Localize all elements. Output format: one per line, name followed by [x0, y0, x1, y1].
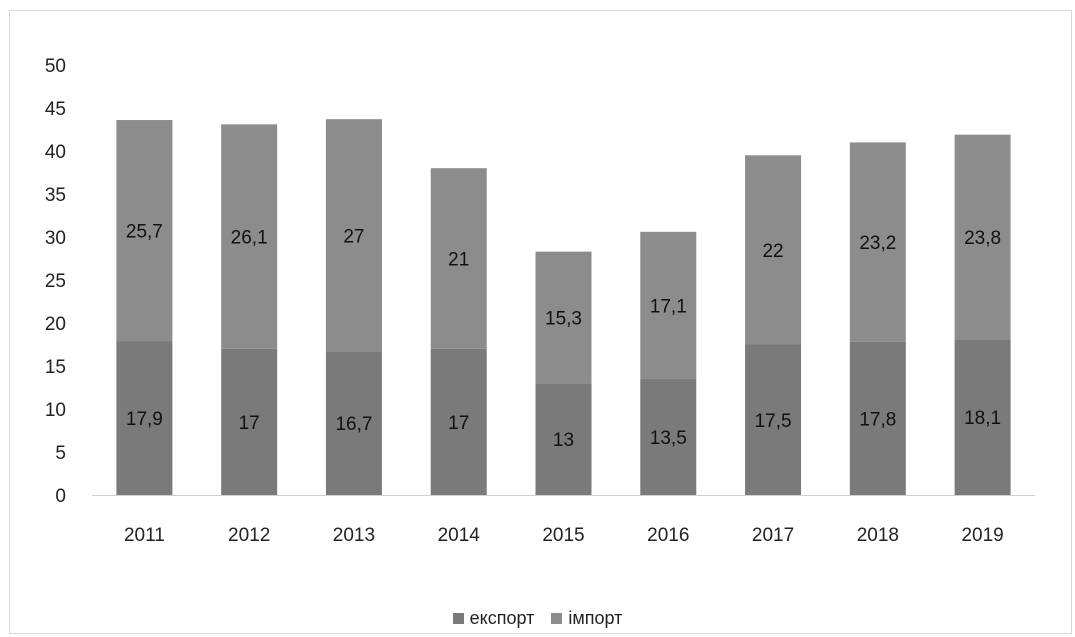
- bar-import: [745, 155, 802, 345]
- y-tick-label: 0: [55, 486, 66, 507]
- bar-import: [325, 119, 382, 352]
- bar-export: [325, 351, 382, 495]
- data-label-import: 27: [343, 226, 364, 247]
- bar-import: [535, 251, 592, 384]
- x-tick-label: 2019: [961, 525, 1003, 546]
- x-tick-label: 2011: [124, 525, 165, 546]
- data-label-export: 17: [239, 413, 260, 434]
- y-tick-label: 35: [45, 185, 66, 206]
- y-tick-label: 40: [45, 142, 66, 163]
- data-label-import: 25,7: [126, 222, 163, 243]
- legend-swatch-import: [551, 613, 563, 624]
- x-tick-label: 2016: [647, 525, 689, 546]
- data-label-export: 17: [448, 413, 469, 434]
- bar-export: [535, 383, 592, 495]
- x-tick-label: 2014: [438, 525, 481, 546]
- data-label-export: 17,9: [126, 409, 163, 430]
- x-tick-label: 2017: [752, 525, 794, 546]
- bar-import: [221, 124, 278, 349]
- data-label-export: 13: [553, 430, 574, 451]
- bar-import: [430, 168, 487, 349]
- y-tick-label: 30: [45, 228, 66, 249]
- bar-export: [430, 348, 487, 495]
- bar-export: [116, 341, 173, 495]
- data-label-export: 13,5: [650, 428, 687, 449]
- bar-export: [849, 341, 906, 495]
- legend-item-export: експорт: [452, 608, 535, 629]
- data-label-export: 16,7: [335, 414, 372, 435]
- data-label-export: 17,5: [755, 411, 792, 432]
- x-tick-label: 2012: [228, 525, 270, 546]
- data-label-import: 15,3: [545, 308, 582, 329]
- legend-item-import: імпорт: [551, 608, 622, 629]
- bar-export: [954, 339, 1011, 495]
- legend-swatch-export: [452, 613, 464, 624]
- data-label-import: 22: [762, 241, 783, 262]
- y-tick-label: 50: [45, 56, 66, 77]
- y-tick-label: 45: [45, 99, 66, 120]
- data-label-import: 26,1: [231, 228, 268, 249]
- legend-label-export: експорт: [469, 608, 535, 628]
- data-label-import: 23,2: [859, 233, 896, 254]
- y-tick-label: 15: [45, 357, 66, 378]
- bar-import: [116, 120, 173, 342]
- bar-export: [745, 344, 802, 495]
- legend: експорт імпорт: [0, 608, 1075, 629]
- y-tick-label: 25: [45, 271, 66, 292]
- bar-import: [640, 231, 697, 379]
- bar-import: [954, 134, 1011, 340]
- x-tick-label: 2013: [333, 525, 375, 546]
- data-label-export: 18,1: [964, 408, 1001, 429]
- data-label-import: 21: [448, 250, 469, 271]
- data-label-export: 17,8: [859, 409, 896, 430]
- bar-export: [221, 348, 278, 495]
- x-tick-label: 2015: [542, 525, 584, 546]
- y-tick-label: 5: [55, 443, 66, 464]
- legend-label-import: імпорт: [568, 608, 623, 628]
- bar-export: [640, 378, 697, 495]
- y-tick-label: 20: [45, 314, 66, 335]
- x-tick-label: 2018: [857, 525, 899, 546]
- bar-import: [849, 142, 906, 342]
- data-label-import: 23,8: [964, 228, 1001, 249]
- y-tick-label: 10: [45, 400, 66, 421]
- data-label-import: 17,1: [650, 296, 687, 317]
